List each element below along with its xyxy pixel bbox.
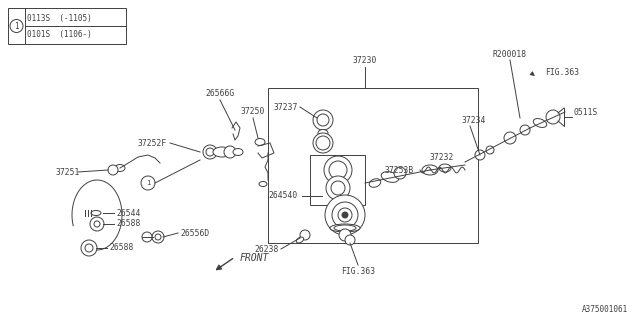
Text: 37234: 37234 (462, 116, 486, 124)
Ellipse shape (259, 181, 267, 187)
Circle shape (155, 234, 161, 240)
Circle shape (475, 150, 485, 160)
Ellipse shape (318, 130, 328, 137)
Circle shape (317, 114, 329, 126)
Text: 0113S  (-1105): 0113S (-1105) (27, 13, 92, 22)
Circle shape (345, 235, 355, 245)
Text: 37252F: 37252F (138, 139, 167, 148)
Text: 0511S: 0511S (573, 108, 597, 116)
Text: R200018: R200018 (493, 50, 527, 59)
Ellipse shape (115, 164, 125, 172)
Circle shape (339, 229, 351, 241)
Ellipse shape (533, 118, 547, 127)
Bar (310, 155, 365, 205)
Circle shape (326, 176, 350, 200)
Circle shape (142, 232, 152, 242)
Ellipse shape (422, 165, 438, 175)
Circle shape (203, 145, 217, 159)
Text: 37237: 37237 (274, 102, 298, 111)
Text: 37251: 37251 (56, 167, 80, 177)
Circle shape (313, 110, 333, 130)
Text: 1: 1 (146, 180, 150, 186)
Circle shape (325, 195, 365, 235)
Circle shape (85, 244, 93, 252)
Text: 37253B: 37253B (385, 165, 414, 174)
Text: 26566G: 26566G (205, 89, 235, 98)
Ellipse shape (334, 225, 356, 231)
Circle shape (342, 212, 348, 218)
Circle shape (331, 181, 345, 195)
Circle shape (486, 146, 494, 154)
Text: 1: 1 (14, 21, 19, 30)
Ellipse shape (439, 164, 451, 172)
Circle shape (546, 110, 560, 124)
Circle shape (141, 176, 155, 190)
Circle shape (81, 240, 97, 256)
Ellipse shape (213, 147, 231, 157)
Text: 0101S  (1106-): 0101S (1106-) (27, 29, 92, 38)
Text: 264540: 264540 (269, 191, 298, 201)
Bar (8, 8, 126, 44)
Text: 37250: 37250 (241, 107, 265, 116)
Circle shape (520, 125, 530, 135)
Circle shape (324, 156, 352, 184)
Text: 37230: 37230 (353, 55, 377, 65)
Circle shape (90, 217, 104, 231)
Text: A375001061: A375001061 (582, 306, 628, 315)
Text: FIG.363: FIG.363 (545, 68, 579, 76)
Circle shape (329, 161, 347, 179)
Circle shape (224, 146, 236, 158)
Text: 26588: 26588 (116, 220, 140, 228)
Circle shape (10, 20, 23, 33)
Text: 26238: 26238 (255, 244, 279, 253)
Circle shape (94, 221, 100, 227)
Circle shape (313, 133, 333, 153)
Circle shape (206, 148, 214, 156)
Text: FIG.363: FIG.363 (341, 268, 375, 276)
Circle shape (300, 230, 310, 240)
Ellipse shape (330, 224, 360, 232)
Bar (268, 88, 478, 243)
Circle shape (108, 165, 118, 175)
Text: 26556D: 26556D (180, 228, 209, 237)
Text: FRONT: FRONT (240, 253, 269, 263)
Ellipse shape (255, 139, 265, 146)
Ellipse shape (233, 148, 243, 156)
Ellipse shape (369, 179, 381, 187)
Ellipse shape (91, 211, 101, 215)
Circle shape (504, 132, 516, 144)
Text: 26588: 26588 (109, 244, 133, 252)
Circle shape (316, 136, 330, 150)
Circle shape (338, 208, 352, 222)
Circle shape (332, 202, 358, 228)
Ellipse shape (381, 172, 399, 182)
Circle shape (152, 231, 164, 243)
Text: 26544: 26544 (116, 209, 140, 218)
Ellipse shape (296, 237, 304, 243)
Circle shape (394, 167, 406, 179)
Text: 37232: 37232 (430, 153, 454, 162)
